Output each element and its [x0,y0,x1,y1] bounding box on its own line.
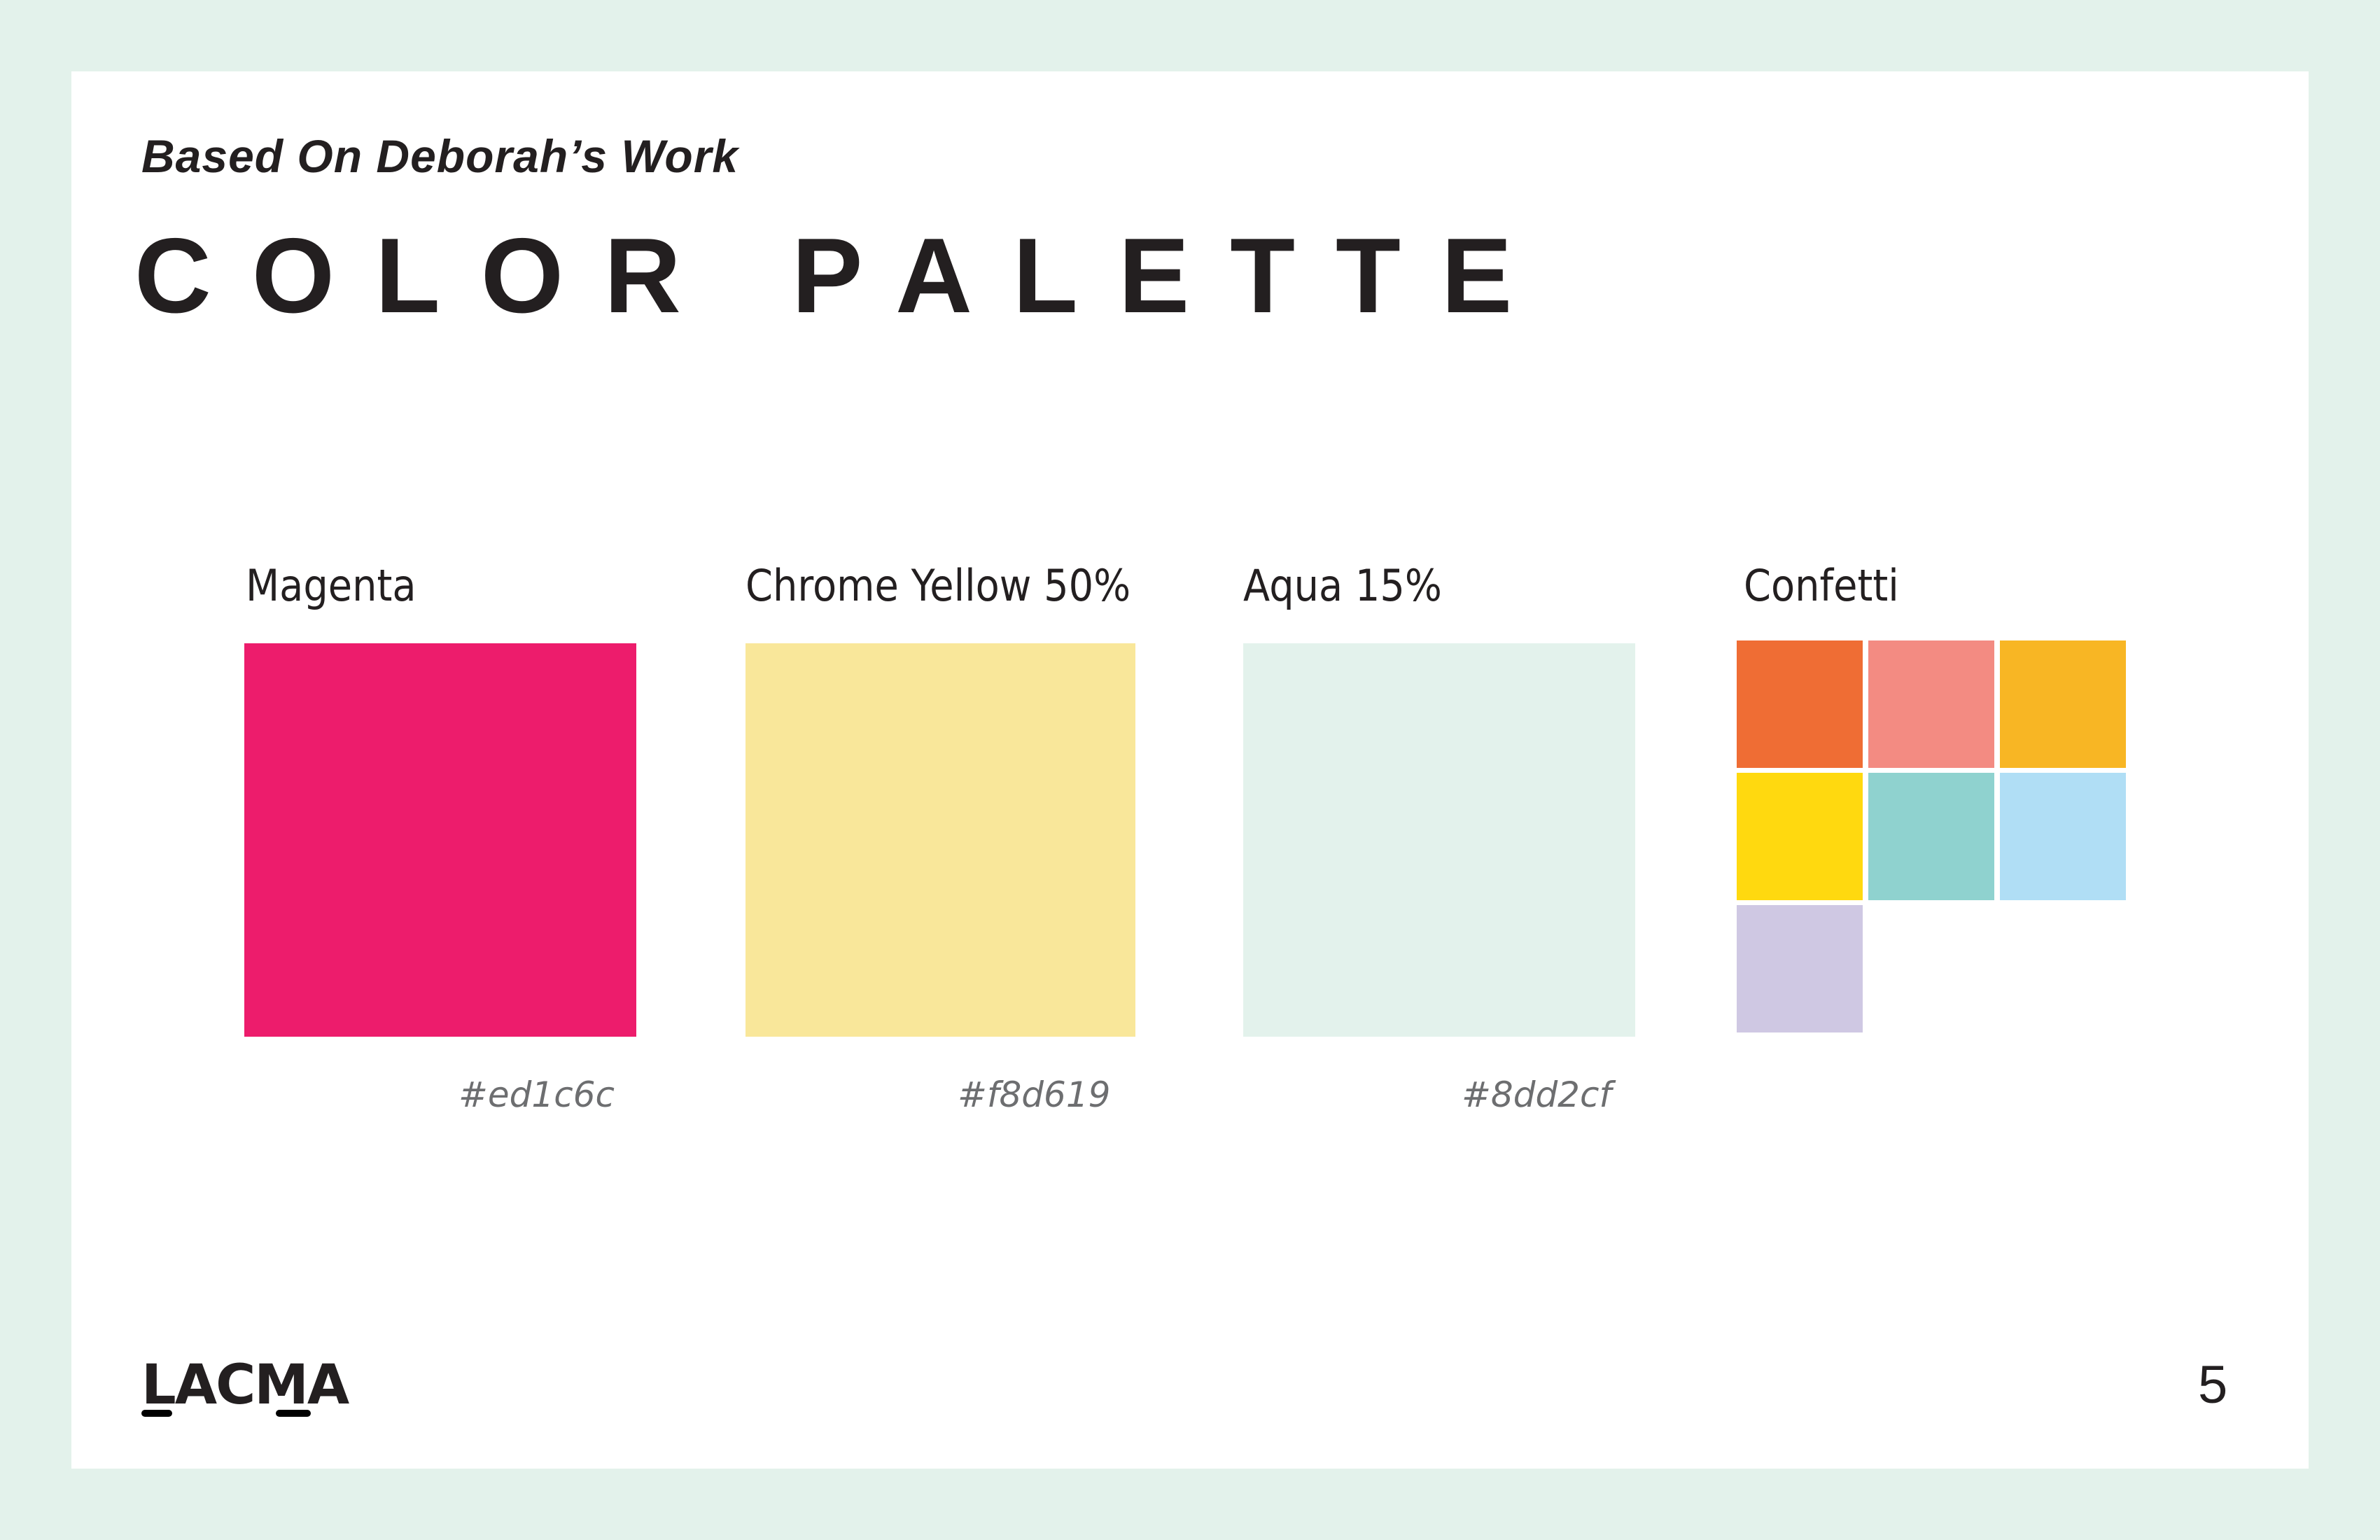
hex-aqua: #8dd2cf [1462,1074,1612,1115]
swatch-magenta [244,643,636,1037]
confetti-tile [1868,640,1994,768]
lacma-logo: LACMA [141,1358,349,1417]
confetti-tile [1737,773,1863,900]
swatch-aqua [1243,643,1635,1037]
swatch-label-magenta: Magenta [246,560,416,611]
confetti-tile [1737,905,1863,1032]
logo-underline-right [276,1410,311,1417]
confetti-tile [2000,773,2126,900]
swatch-label-chrome-yellow: Chrome Yellow 50% [746,560,1131,611]
slide-title: COLOR PALETTE [134,216,1553,335]
slide-subtitle: Based On Deborah’s Work [141,130,739,182]
hex-magenta: #ed1c6c [458,1074,615,1115]
confetti-tile [2000,640,2126,768]
page-number: 5 [2198,1355,2228,1415]
confetti-tile [1737,640,1863,768]
confetti-tile [1868,773,1994,900]
logo-underline-left [141,1410,172,1417]
logo-text: LACMA [141,1354,349,1417]
swatch-label-confetti: Confetti [1744,560,1899,611]
swatch-chrome-yellow [746,643,1135,1037]
swatch-label-aqua: Aqua 15% [1243,560,1442,611]
hex-chrome-yellow: #f8d619 [958,1074,1111,1115]
